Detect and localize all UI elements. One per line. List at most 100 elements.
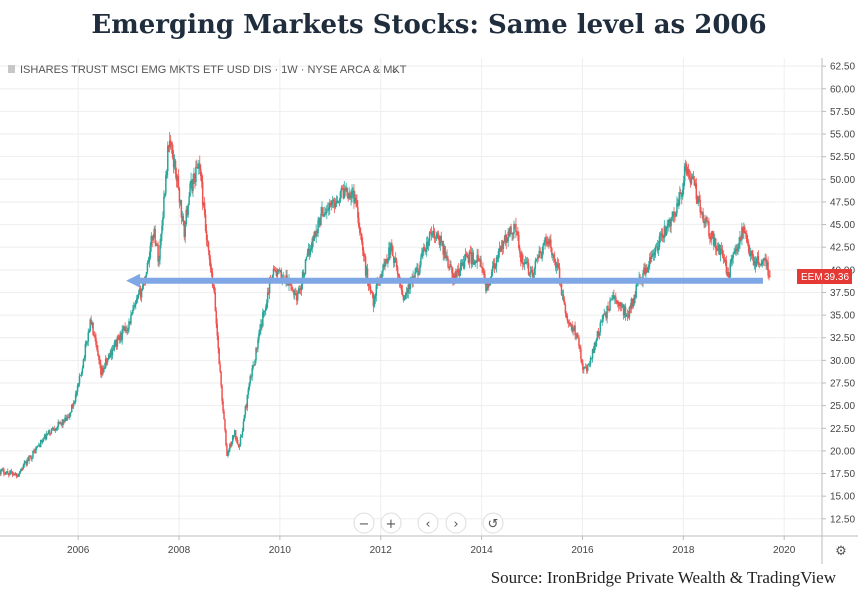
candle	[578, 334, 580, 349]
candle	[654, 244, 657, 258]
candle	[292, 287, 294, 293]
reset-button[interactable]: ↺	[482, 512, 504, 534]
price-badge-ticker: EEM	[801, 272, 823, 283]
candle	[175, 167, 178, 188]
candle	[357, 199, 359, 224]
candle	[89, 317, 91, 333]
scroll-right-button[interactable]: ›	[445, 512, 467, 534]
candle	[296, 290, 299, 305]
candle	[475, 260, 477, 264]
y-tick-label: 30.00	[830, 356, 855, 367]
candle	[121, 325, 123, 345]
candle	[718, 243, 721, 256]
candle	[114, 339, 117, 348]
candle	[401, 284, 404, 297]
candle	[61, 419, 63, 429]
candle	[421, 247, 423, 258]
candle	[102, 364, 104, 376]
candle	[348, 187, 350, 200]
candle	[334, 198, 337, 210]
candle	[686, 166, 689, 177]
candle	[372, 292, 375, 313]
candle	[720, 242, 723, 254]
candle	[481, 266, 483, 274]
candle	[279, 269, 282, 273]
symbol-legend[interactable]: ISHARES TRUST MSCI EMG MKTS ETF USD DIS …	[8, 64, 407, 76]
symbol-dropdown-icon[interactable]: ⌄	[390, 64, 399, 76]
candle	[39, 439, 42, 448]
candle	[506, 237, 508, 243]
candle	[612, 291, 614, 301]
candle	[614, 295, 616, 305]
candle	[630, 297, 633, 314]
x-tick-label: 2020	[773, 545, 796, 556]
candle	[332, 197, 335, 209]
candle	[764, 253, 766, 262]
y-tick-label: 35.00	[830, 311, 855, 322]
candle	[391, 239, 393, 252]
candle	[109, 348, 112, 359]
candle	[96, 341, 98, 352]
candle	[657, 240, 660, 257]
candle	[20, 467, 23, 472]
candle	[329, 200, 332, 208]
candle	[645, 264, 647, 280]
candle	[236, 436, 239, 445]
candle	[223, 408, 225, 420]
candle	[700, 207, 702, 216]
candle	[653, 247, 656, 261]
candle	[209, 255, 212, 273]
candle	[737, 243, 739, 256]
candle	[763, 257, 765, 267]
candle	[514, 223, 516, 230]
zoom-in-button[interactable]: +	[380, 512, 402, 534]
candle	[277, 269, 280, 275]
candle	[701, 211, 703, 219]
candle	[418, 270, 420, 276]
candle	[24, 461, 26, 464]
candle	[499, 245, 502, 253]
scroll-left-button[interactable]: ‹	[417, 512, 439, 534]
candle	[765, 254, 767, 270]
candle	[501, 239, 504, 256]
candle	[442, 240, 444, 261]
candle	[512, 232, 514, 241]
candle	[88, 329, 90, 334]
candle	[275, 267, 278, 278]
candle	[751, 249, 754, 261]
candle	[353, 183, 355, 209]
candle	[349, 191, 351, 200]
candle	[262, 308, 264, 328]
candle	[687, 163, 690, 180]
candle	[605, 311, 607, 321]
settings-button[interactable]: ⚙	[835, 544, 847, 559]
candle	[369, 282, 372, 295]
candle	[112, 345, 115, 351]
candle	[621, 302, 624, 309]
y-tick-label: 52.50	[830, 152, 855, 163]
candle	[59, 420, 61, 425]
candle	[163, 190, 165, 220]
candle	[671, 211, 673, 221]
candle	[544, 236, 546, 250]
candle	[316, 229, 318, 237]
candle	[346, 187, 348, 199]
candle	[709, 233, 711, 245]
candle	[444, 245, 446, 259]
candle	[199, 155, 201, 175]
zoom-out-button[interactable]: −	[353, 512, 375, 534]
price-chart[interactable]: 12.50 15.00 17.50 20.00 22.50 25.00 27.50 30.00…	[0, 50, 858, 565]
candle	[586, 364, 589, 374]
candle	[361, 237, 364, 257]
candle	[242, 418, 245, 432]
candle	[472, 249, 475, 265]
candle	[15, 473, 18, 479]
candle	[736, 244, 738, 255]
candle	[711, 230, 713, 246]
candle	[767, 256, 769, 279]
candle	[6, 471, 8, 475]
candle	[548, 238, 550, 249]
candle	[426, 236, 429, 250]
candle	[571, 321, 573, 334]
candle	[493, 258, 496, 274]
